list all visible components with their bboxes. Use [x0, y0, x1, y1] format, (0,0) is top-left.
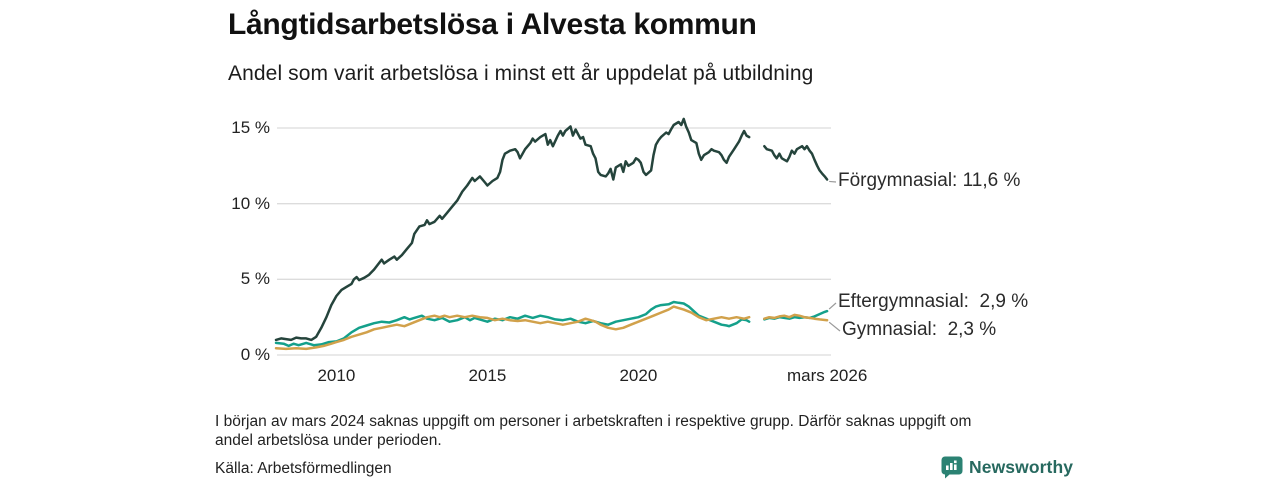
series-line-förgymnasial	[763, 144, 829, 181]
y-tick-label: 0 %	[240, 345, 270, 364]
label-connector	[828, 302, 837, 310]
source-text: Källa: Arbetsförmedlingen	[215, 460, 392, 477]
series-line-gymnasial	[763, 313, 829, 322]
y-tick-label: 5 %	[240, 269, 270, 289]
page-title: Långtidsarbetslösa i Alvesta kommun	[228, 8, 757, 41]
x-tick-label: 2010	[317, 366, 356, 385]
newsworthy-icon	[941, 456, 963, 479]
newsworthy-logo: Newsworthy	[941, 456, 1073, 479]
footnote-line-1: I början av mars 2024 saknas uppgift om …	[215, 413, 972, 430]
y-tick-label: 15 %	[231, 118, 270, 137]
x-tick-label: 2020	[619, 366, 658, 385]
y-tick-label: 10 %	[231, 193, 270, 213]
x-tick-label: mars 2026	[786, 366, 868, 385]
footnote-line-2: andel arbetslösa under perioden.	[215, 431, 442, 449]
x-tick-label: 2015	[468, 366, 507, 385]
series-end-label-förgymnasial: Förgymnasial: 11,6 %	[838, 170, 1021, 191]
footnote: I början av mars 2024 saknas uppgift om …	[215, 413, 971, 450]
series-line-eftergymnasial	[274, 300, 751, 348]
label-connector	[829, 180, 837, 183]
series-line-gymnasial	[274, 305, 751, 351]
newsworthy-wordmark: Newsworthy	[969, 457, 1074, 477]
label-connector	[828, 321, 841, 332]
chart-subtitle: Andel som varit arbetslösa i minst ett å…	[228, 62, 814, 85]
series-end-label-eftergymnasial: Eftergymnasial: 2,9 %	[838, 291, 1029, 312]
series-line-förgymnasial	[274, 117, 751, 342]
series-end-label-gymnasial: Gymnasial: 2,3 %	[842, 319, 997, 340]
